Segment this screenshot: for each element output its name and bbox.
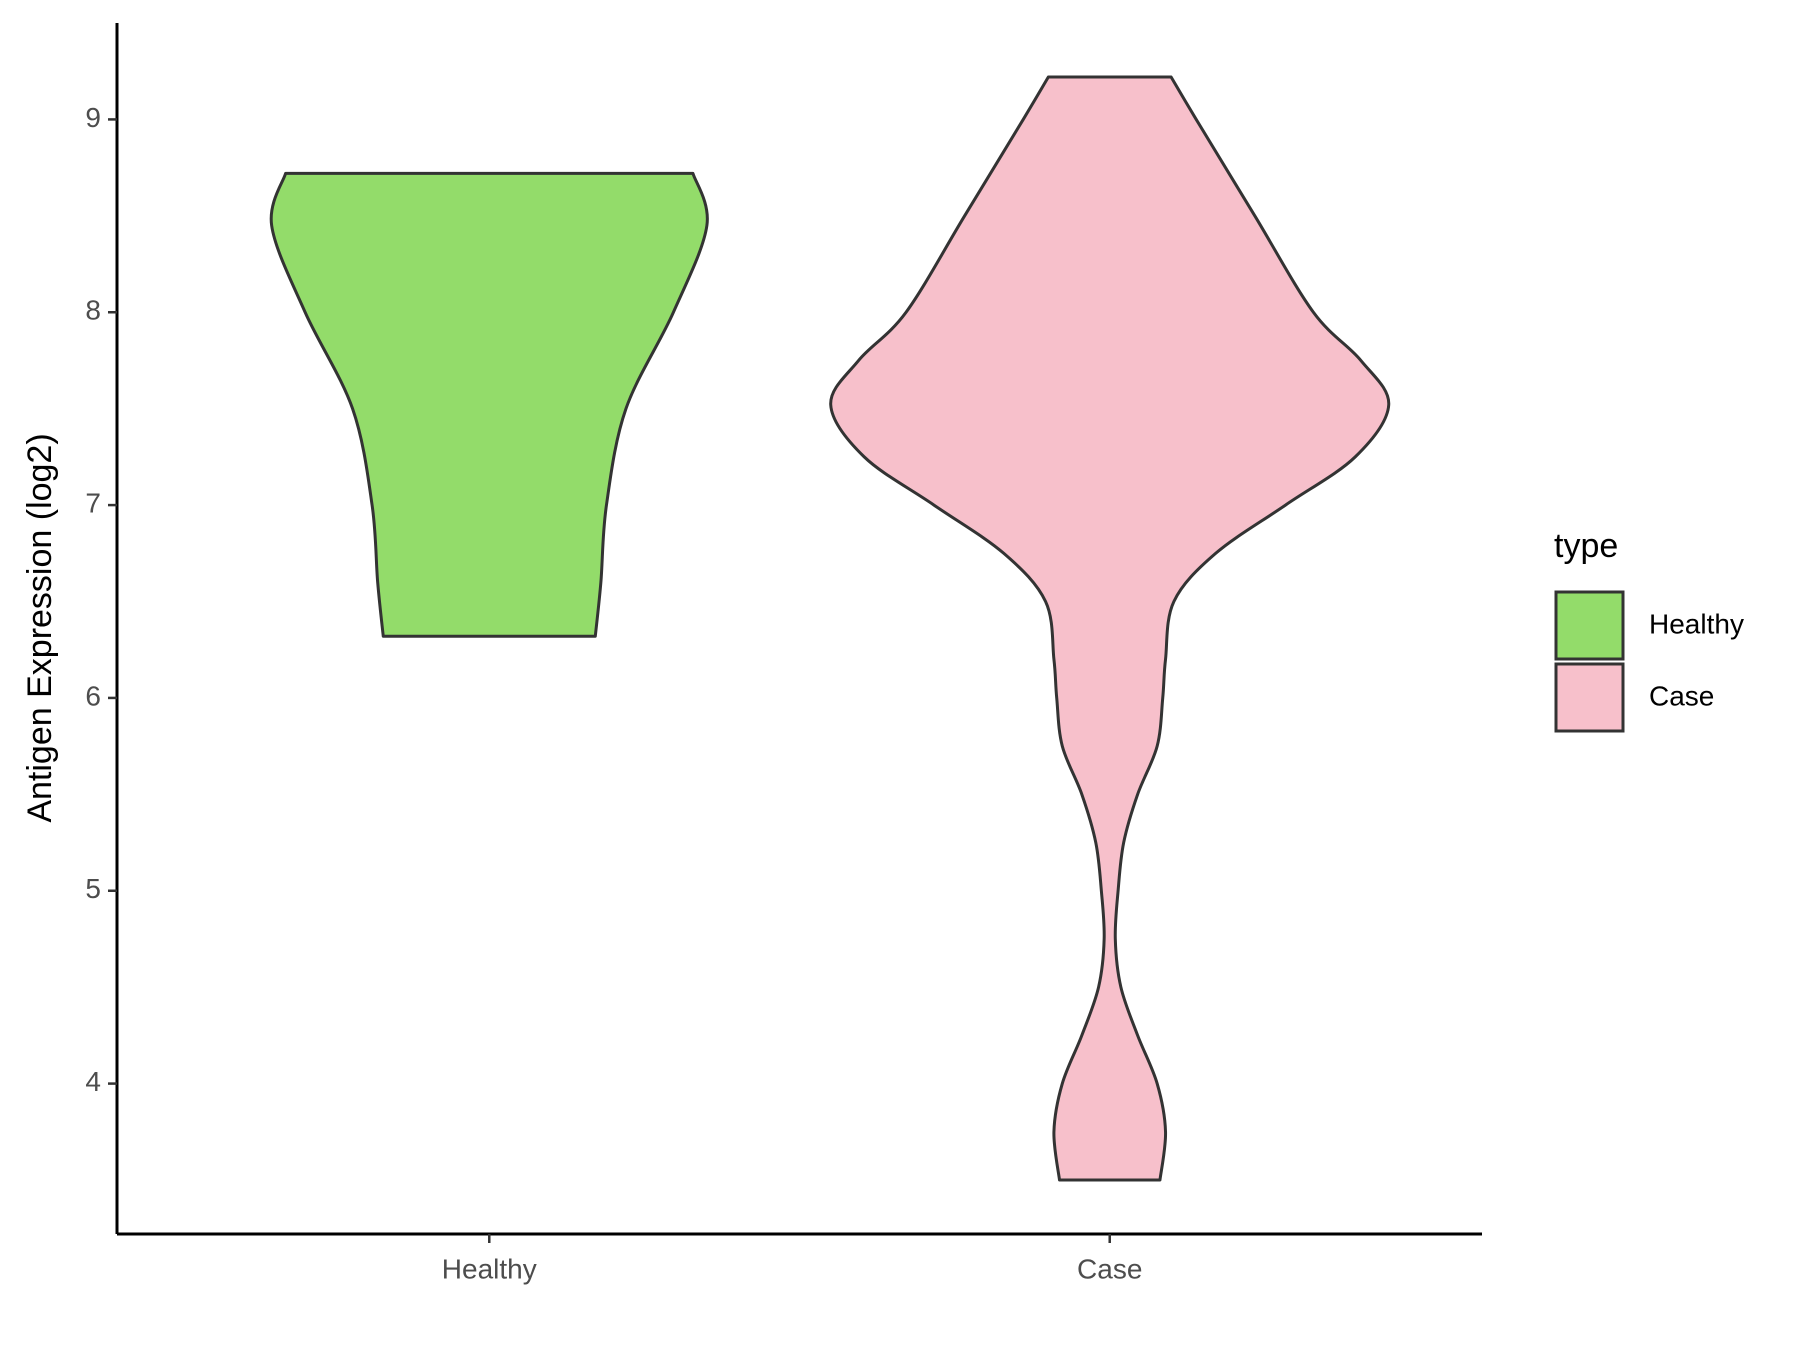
violin xyxy=(269,171,709,638)
y-tick-label: 8 xyxy=(85,295,101,326)
legend-label: Case xyxy=(1649,680,1714,711)
y-tick-label: 7 xyxy=(85,487,101,518)
y-tick-label: 6 xyxy=(85,680,101,711)
violin xyxy=(829,75,1391,1182)
legend-label: Healthy xyxy=(1649,608,1744,639)
legend-key xyxy=(1554,662,1625,733)
legend-title: type xyxy=(1554,527,1618,565)
legend-key xyxy=(1554,590,1625,661)
y-tick-label: 9 xyxy=(85,102,101,133)
x-tick-label: Healthy xyxy=(442,1253,537,1284)
x-tick-label: Case xyxy=(1077,1253,1142,1284)
y-axis-title: Antigen Expression (log2) xyxy=(21,433,59,822)
y-tick-label: 5 xyxy=(85,873,101,904)
y-tick-label: 4 xyxy=(85,1066,101,1097)
